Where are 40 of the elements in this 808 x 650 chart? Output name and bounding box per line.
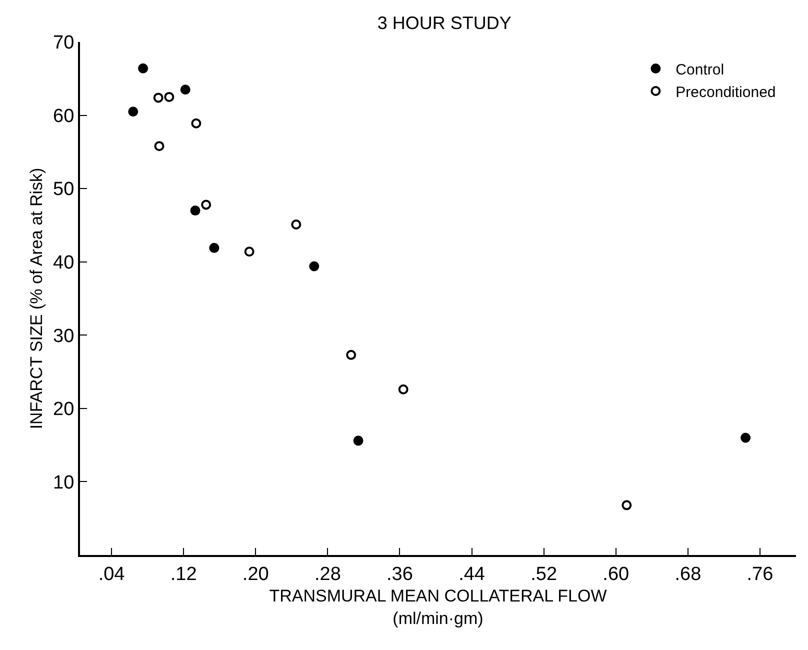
y-tick-label: 10 bbox=[53, 472, 74, 494]
point bbox=[740, 432, 751, 443]
x-tick-label: .12 bbox=[170, 564, 197, 585]
y-axis-title: INFARCT SIZE (% of Area at Risk) bbox=[27, 168, 46, 430]
point bbox=[128, 106, 138, 117]
point bbox=[291, 219, 302, 230]
x-tick-label: .44 bbox=[458, 564, 486, 585]
y-tick-label: 60 bbox=[53, 106, 74, 127]
y-tick-label: 50 bbox=[53, 179, 74, 200]
point bbox=[180, 84, 190, 95]
x-axis-title: TRANSMURAL MEAN COLLATERAL FLOW (ml/min·gm) bbox=[269, 586, 607, 628]
y-tick-label: 20 bbox=[53, 399, 74, 420]
point bbox=[244, 246, 254, 257]
point bbox=[153, 92, 164, 103]
x-tick-label: .52 bbox=[530, 564, 558, 585]
chart-title: 3 HOUR STUDY bbox=[377, 12, 512, 33]
y-tick-label: 30 bbox=[53, 326, 74, 347]
point bbox=[164, 92, 174, 102]
point bbox=[209, 242, 220, 253]
x-tick-label: .28 bbox=[314, 564, 341, 585]
legend-label: Control bbox=[676, 61, 724, 78]
x-tick-label: .04 bbox=[98, 564, 126, 585]
point bbox=[398, 384, 408, 394]
x-tick-label: .36 bbox=[386, 564, 413, 585]
x-tick-label: .68 bbox=[674, 564, 702, 585]
point bbox=[309, 261, 320, 272]
x-tick-label: .20 bbox=[242, 564, 269, 585]
y-tick-label: 40 bbox=[53, 252, 74, 274]
point bbox=[201, 200, 212, 210]
legend-label: Preconditioned bbox=[676, 84, 776, 101]
point bbox=[190, 206, 200, 216]
point bbox=[154, 141, 164, 152]
point bbox=[346, 350, 356, 360]
point bbox=[191, 118, 202, 128]
point bbox=[622, 500, 632, 510]
point bbox=[353, 436, 364, 446]
x-tick-label: .60 bbox=[602, 564, 630, 585]
point bbox=[138, 63, 148, 74]
y-tick-label: 70 bbox=[53, 32, 74, 54]
x-tick-label: .76 bbox=[746, 564, 774, 585]
